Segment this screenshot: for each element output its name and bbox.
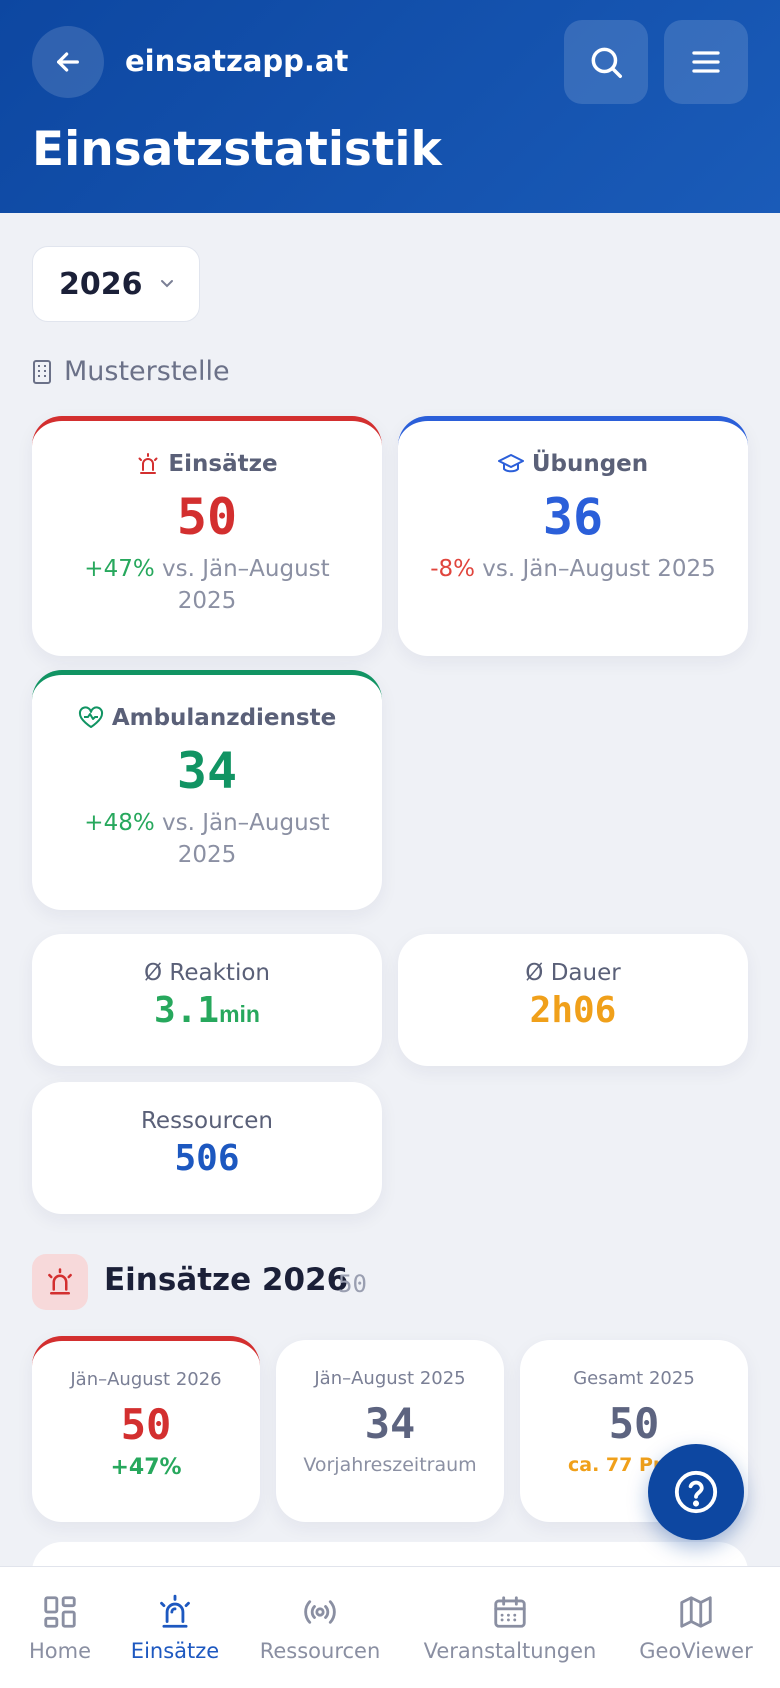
kpi-value: 2h06 bbox=[529, 990, 617, 1031]
stat-label: Übungen bbox=[398, 451, 748, 477]
nav-item-home[interactable]: Home bbox=[10, 1567, 110, 1688]
kpi-card-reaction: Ø Reaktion 3.1min bbox=[32, 934, 382, 1066]
nav-item-einsaetze[interactable]: Einsätze bbox=[120, 1567, 230, 1688]
stat-value: 36 bbox=[542, 488, 604, 546]
chevron-down-icon bbox=[161, 280, 173, 288]
heart-pulse-icon bbox=[78, 706, 103, 728]
stat-card-ambulanz[interactable]: Ambulanzdienste 34 +48% vs. Jän–August 2… bbox=[32, 670, 382, 910]
stat-compare: -8% vs. Jän–August 2025 bbox=[398, 553, 748, 585]
broadcast-icon bbox=[304, 1600, 336, 1624]
period-card-previous: Jän–August 2025 34 Vorjahreszeitraum bbox=[276, 1340, 504, 1522]
kpi-unit: min bbox=[219, 1001, 260, 1027]
stat-change: +47% bbox=[84, 556, 155, 582]
kpi-value: 3.1min bbox=[32, 990, 382, 1031]
period-label: Jän–August 2025 bbox=[314, 1368, 466, 1389]
menu-button[interactable] bbox=[664, 20, 748, 104]
period-value: 34 bbox=[364, 1399, 416, 1448]
hamburger-icon bbox=[692, 51, 720, 73]
siren-icon bbox=[48, 1268, 72, 1295]
grid-icon bbox=[44, 1596, 76, 1628]
period-value: 50 bbox=[608, 1399, 660, 1448]
stat-change: +48% bbox=[84, 810, 155, 836]
kpi-label: Ressourcen bbox=[140, 1108, 274, 1134]
siren-icon bbox=[138, 453, 158, 474]
stat-compare: +48% vs. Jän–August 2025 bbox=[32, 807, 382, 871]
stat-compare-text: vs. Jän–August 2025 bbox=[162, 810, 330, 868]
period-label: Jän–August 2026 bbox=[70, 1369, 222, 1390]
year-select[interactable]: 2026 bbox=[32, 246, 200, 322]
kpi-card-duration: Ø Dauer 2h06 bbox=[398, 934, 748, 1066]
nav-label: Einsätze bbox=[130, 1639, 220, 1663]
stat-label: Ambulanzdienste bbox=[32, 705, 382, 731]
nav-item-geoviewer[interactable]: GeoViewer bbox=[628, 1567, 764, 1688]
year-select-value: 2026 bbox=[59, 266, 143, 302]
stat-change: -8% bbox=[430, 556, 475, 582]
nav-label: GeoViewer bbox=[639, 1639, 753, 1663]
graduation-cap-icon bbox=[497, 454, 524, 473]
search-button[interactable] bbox=[564, 20, 648, 104]
section-title: Einsätze 2026 bbox=[104, 1262, 349, 1298]
nav-label: Veranstaltungen bbox=[423, 1639, 597, 1663]
siren-icon bbox=[160, 1594, 190, 1628]
kpi-card-resources: Ressourcen 506 bbox=[32, 1082, 382, 1214]
stat-compare-text: vs. Jän–August 2025 bbox=[162, 556, 330, 614]
map-icon bbox=[680, 1596, 712, 1628]
stat-label-text: Einsätze bbox=[168, 451, 278, 477]
period-value: 50 bbox=[120, 1400, 172, 1449]
stat-card-uebungen[interactable]: Übungen 36 -8% vs. Jän–August 2025 bbox=[398, 416, 748, 656]
back-button[interactable] bbox=[32, 26, 104, 98]
kpi-value-number: 3.1 bbox=[154, 990, 220, 1031]
section-count: 50 bbox=[338, 1270, 367, 1298]
stat-label-text: Übungen bbox=[531, 451, 649, 477]
nav-label: Home bbox=[28, 1639, 91, 1663]
app-header: einsatzapp.at Einsatzstatistik bbox=[0, 0, 780, 213]
period-card-current: Jän–August 2026 50 +47% bbox=[32, 1336, 260, 1522]
period-label: Gesamt 2025 bbox=[573, 1368, 695, 1389]
period-change: +47% bbox=[110, 1455, 182, 1480]
station-name: Musterstelle bbox=[64, 356, 230, 387]
stat-label-text: Ambulanzdienste bbox=[111, 705, 337, 731]
stat-compare: +47% vs. Jän–August 2025 bbox=[32, 553, 382, 617]
stat-compare-text: vs. Jän–August 2025 bbox=[482, 556, 716, 582]
stat-card-einsaetze[interactable]: Einsätze 50 +47% vs. Jän–August 2025 bbox=[32, 416, 382, 656]
nav-label: Ressourcen bbox=[259, 1639, 381, 1663]
arrow-left-icon bbox=[57, 52, 79, 72]
app-name[interactable]: einsatzapp.at bbox=[125, 44, 349, 78]
stat-value: 50 bbox=[176, 488, 238, 546]
calendar-icon bbox=[494, 1596, 526, 1628]
nav-item-ressourcen[interactable]: Ressourcen bbox=[250, 1567, 390, 1688]
station-label: Musterstelle bbox=[32, 356, 230, 387]
kpi-label: Ø Reaktion bbox=[144, 960, 270, 986]
section-icon bbox=[32, 1254, 88, 1310]
building-icon bbox=[33, 359, 51, 384]
kpi-label: Ø Dauer bbox=[525, 960, 621, 986]
period-sub: ca. 77 Pro bbox=[568, 1454, 676, 1476]
help-button[interactable] bbox=[648, 1444, 744, 1540]
page-title: Einsatzstatistik bbox=[32, 122, 442, 177]
stat-value: 34 bbox=[176, 742, 238, 800]
kpi-value: 506 bbox=[174, 1138, 240, 1179]
period-sub: Vorjahreszeitraum bbox=[303, 1454, 477, 1476]
help-icon bbox=[674, 1470, 718, 1514]
nav-item-veranstaltungen[interactable]: Veranstaltungen bbox=[418, 1567, 602, 1688]
bottom-nav: Home Einsätze Ressourcen Veranstaltungen… bbox=[0, 1566, 780, 1688]
stat-label: Einsätze bbox=[32, 451, 382, 477]
search-icon bbox=[591, 47, 622, 78]
